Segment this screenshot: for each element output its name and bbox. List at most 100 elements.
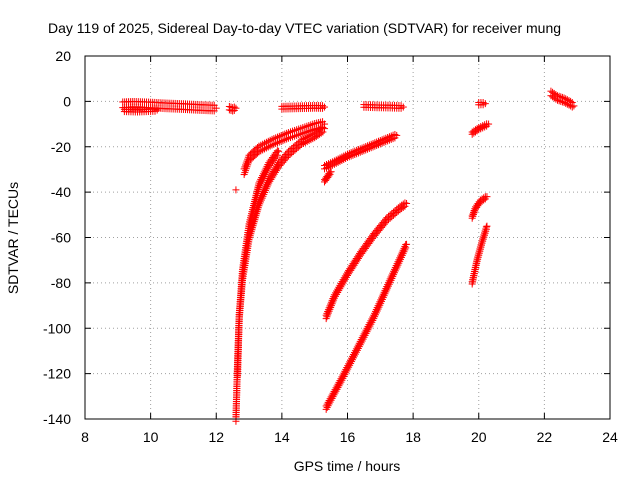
data-point [389, 211, 397, 219]
data-point [403, 199, 411, 207]
data-point [330, 391, 338, 399]
data-point [481, 100, 489, 108]
y-tick-label: 0 [63, 93, 71, 109]
data-point [325, 400, 333, 408]
data-point [483, 193, 491, 201]
data-point [384, 137, 392, 145]
data-point [266, 177, 274, 185]
data-point [349, 151, 357, 159]
data-point [393, 131, 401, 139]
data-point [279, 137, 287, 145]
data-point [470, 211, 477, 219]
data-point [482, 225, 490, 233]
data-point [354, 149, 362, 157]
data-point [281, 136, 289, 144]
data-point [480, 196, 488, 204]
data-point [402, 244, 410, 252]
x-tick-label: 12 [208, 429, 224, 445]
data-point [373, 141, 381, 149]
data-point [272, 167, 280, 175]
data-point [374, 141, 382, 149]
data-point [471, 207, 479, 215]
y-tick-label: -60 [51, 230, 71, 246]
data-point [570, 102, 578, 110]
data-point [558, 98, 566, 106]
data-point [334, 384, 342, 392]
data-point [293, 145, 301, 153]
data-point [385, 216, 393, 224]
data-point [269, 172, 277, 180]
data-point [562, 99, 570, 107]
data-point [403, 240, 411, 248]
data-point [267, 176, 275, 184]
data-point [367, 144, 375, 152]
data-point [353, 150, 361, 158]
data-point [325, 172, 333, 180]
data-point [271, 168, 279, 176]
data-point [327, 396, 335, 404]
chart-title: Day 119 of 2025, Sidereal Day-to-day VTE… [48, 20, 561, 36]
data-point [273, 151, 281, 159]
data-point [351, 151, 359, 159]
x-tick-label: 24 [602, 429, 618, 445]
data-point [296, 142, 304, 150]
data-point [274, 139, 281, 147]
data-point [289, 148, 297, 156]
data-point [272, 140, 280, 148]
grid [85, 56, 610, 419]
data-point [212, 104, 220, 112]
y-tick-label: -40 [51, 184, 71, 200]
data-point [284, 152, 292, 160]
data-point [383, 217, 391, 225]
axis-ticks [84, 55, 611, 420]
data-point [358, 147, 366, 155]
data-point [291, 146, 299, 154]
x-axis-label: GPS time / hours [294, 458, 401, 474]
data-point [153, 106, 161, 114]
data-point [388, 213, 396, 221]
data-point [568, 103, 576, 111]
data-point [229, 107, 237, 115]
data-point [232, 186, 240, 194]
data-point [232, 104, 240, 112]
x-tick-label: 20 [471, 429, 487, 445]
y-tick-label: -140 [43, 411, 71, 427]
data-point [347, 152, 355, 160]
data-points [119, 87, 578, 425]
data-point [345, 153, 353, 161]
data-point [378, 139, 386, 147]
data-point [391, 210, 399, 218]
data-point [360, 147, 368, 155]
data-point [475, 200, 483, 208]
x-tick-label: 14 [274, 429, 290, 445]
data-point [332, 387, 340, 395]
data-point [364, 145, 372, 153]
y-tick-label: -80 [51, 275, 71, 291]
data-point [362, 146, 370, 154]
data-point [272, 153, 280, 161]
x-tick-label: 18 [405, 429, 421, 445]
data-point [327, 168, 335, 176]
data-point [393, 209, 401, 217]
x-tick-label: 8 [81, 429, 89, 445]
data-point [324, 402, 332, 410]
data-point [563, 100, 571, 108]
data-point [365, 144, 373, 152]
data-point [321, 103, 329, 111]
data-point [323, 404, 331, 412]
data-point [333, 385, 341, 393]
data-point [470, 209, 478, 217]
x-axis: 8 10 12 14 16 18 20 22 24 [81, 429, 618, 445]
data-point [331, 389, 339, 397]
data-point [389, 135, 397, 143]
data-point [469, 212, 477, 220]
data-point [369, 143, 377, 151]
y-tick-label: 20 [55, 48, 71, 64]
data-point [380, 138, 388, 146]
data-point [382, 219, 390, 227]
x-tick-label: 22 [537, 429, 553, 445]
data-point [268, 141, 276, 149]
data-point [288, 149, 296, 157]
data-point [335, 382, 343, 390]
data-point [283, 153, 291, 161]
